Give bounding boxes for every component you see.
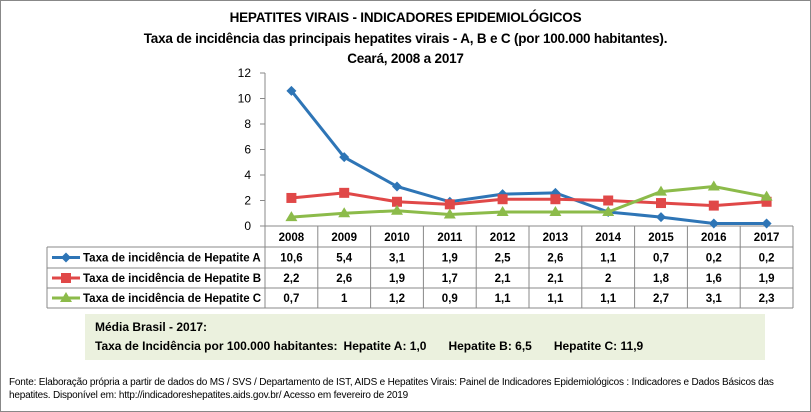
y-tick-label: 12	[238, 66, 252, 80]
series-line-1	[290, 89, 767, 225]
data-label: 2	[605, 273, 611, 285]
data-label: 2,1	[495, 273, 512, 285]
data-label: 1	[341, 293, 348, 305]
data-point	[708, 218, 719, 229]
data-point	[338, 207, 351, 218]
data-label: 0,2	[706, 253, 722, 265]
data-point	[285, 211, 298, 222]
legend-label: Taxa de incidência de Hepatite C	[83, 293, 261, 305]
data-label: 1,1	[600, 293, 617, 305]
data-point	[339, 187, 350, 198]
y-tick-label: 4	[244, 168, 251, 182]
data-point	[761, 196, 772, 207]
brazil-average-hep-b: Hepatite B: 6,5	[448, 339, 532, 353]
data-point	[286, 192, 297, 203]
data-label: 3,1	[389, 253, 406, 265]
data-point	[707, 180, 720, 191]
data-label: 1,9	[389, 273, 405, 285]
brazil-average-values: Taxa de Incidência por 100.000 habitante…	[95, 339, 665, 353]
data-label: 0,9	[442, 293, 458, 305]
x-category-label: 2013	[543, 232, 569, 244]
legend-label: Taxa de incidência de Hepatite A	[83, 253, 261, 265]
source-note: Fonte: Elaboração própria a partir de da…	[9, 376, 799, 402]
data-point	[655, 185, 667, 196]
y-tick-label: 6	[244, 143, 251, 157]
series-line-3	[291, 184, 767, 219]
data-label: 1,9	[442, 253, 458, 265]
x-category-label: 2009	[331, 232, 357, 244]
data-label: 1,1	[547, 293, 564, 305]
data-point	[761, 218, 772, 229]
data-point	[602, 205, 615, 216]
data-point	[286, 85, 297, 96]
x-category-label: 2011	[437, 232, 463, 244]
chart-subtitle-period: Ceará, 2008 a 2017	[347, 51, 464, 66]
data-label: 1,1	[495, 293, 512, 305]
data-label: 1,2	[389, 293, 405, 305]
data-label: 3,1	[706, 293, 723, 305]
x-category-label: 2008	[279, 232, 305, 244]
x-category-label: 2017	[754, 232, 780, 244]
source-line-1: Fonte: Elaboração própria a partir de da…	[9, 377, 774, 388]
legend-marker	[61, 252, 71, 263]
data-point	[656, 198, 666, 209]
data-point	[444, 199, 455, 210]
source-line-2: hepatites. Disponível em: http://indicad…	[9, 390, 409, 401]
y-tick-label: 10	[238, 92, 252, 106]
brazil-average-heading: Média Brasil - 2017:	[95, 320, 208, 334]
data-point	[760, 190, 773, 201]
data-label: 1,8	[653, 273, 670, 285]
legend-marker	[60, 292, 72, 302]
series-line-2	[291, 191, 767, 208]
chart-title: HEPATITES VIRAIS - INDICADORES EPIDEMIOL…	[229, 10, 582, 25]
brazil-average-hep-a: Hepatite A: 1,0	[343, 339, 427, 353]
data-point	[549, 205, 562, 216]
x-category-label: 2014	[595, 232, 621, 244]
data-label: 2,2	[283, 273, 299, 285]
legend-label: Taxa de incidência de Hepatite B	[83, 273, 261, 285]
data-point	[339, 152, 350, 163]
data-point	[603, 195, 614, 206]
x-category-label: 2012	[490, 232, 516, 244]
legend-marker	[61, 273, 71, 283]
data-label: 0,7	[653, 253, 669, 265]
brazil-average-prefix: Taxa de Incidência por 100.000 habitante…	[95, 339, 338, 353]
data-label: 0,7	[283, 293, 299, 305]
data-label: 1,1	[600, 253, 617, 265]
data-point	[391, 204, 403, 215]
data-label: 10,6	[280, 253, 302, 265]
y-tick-label: 2	[244, 194, 251, 208]
x-category-label: 2016	[701, 232, 727, 244]
data-label: 2,5	[495, 253, 512, 265]
data-label: 1,9	[759, 273, 775, 285]
y-tick-label: 0	[244, 219, 251, 233]
chart-subtitle: Taxa de incidência das principais hepati…	[143, 31, 668, 46]
data-point	[708, 200, 719, 211]
brazil-average-box: Média Brasil - 2017: Taxa de Incidência …	[85, 314, 765, 360]
data-point	[550, 194, 561, 205]
x-category-label: 2015	[648, 232, 674, 244]
data-label: 1,7	[442, 273, 458, 285]
data-label: 2,7	[653, 293, 669, 305]
data-point	[443, 208, 456, 219]
data-point	[496, 205, 509, 216]
data-label: 1,6	[706, 273, 722, 285]
y-tick-label: 8	[244, 117, 251, 131]
data-point	[656, 212, 666, 223]
brazil-average-hep-c: Hepatite C: 11,9	[553, 339, 644, 353]
data-label: 0,2	[759, 253, 775, 265]
data-label: 2,3	[759, 293, 775, 305]
data-point	[392, 196, 402, 207]
x-category-label: 2010	[384, 232, 410, 244]
data-label: 5,4	[336, 253, 353, 265]
data-label: 2,6	[547, 253, 563, 265]
data-point	[497, 194, 508, 205]
data-point	[392, 181, 402, 192]
data-label: 2,6	[336, 273, 352, 285]
data-label: 2,1	[547, 273, 564, 285]
